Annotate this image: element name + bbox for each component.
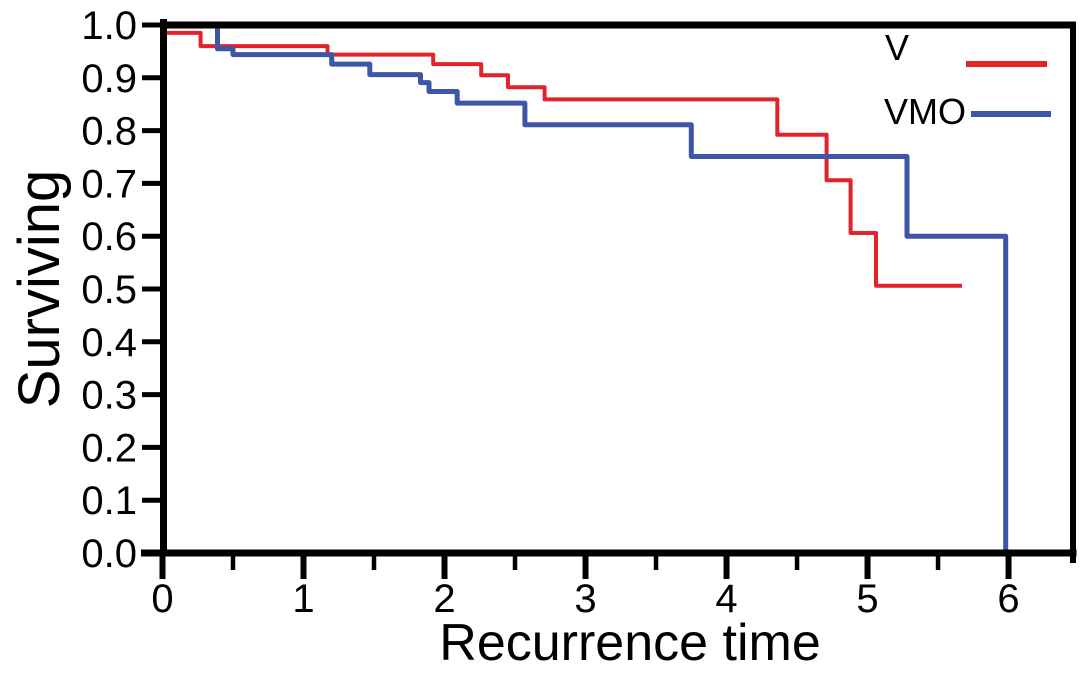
y-tick-label: 0.1 (81, 479, 137, 523)
x-axis-title: Recurrence time (439, 614, 821, 672)
y-tick-label: 1.0 (81, 4, 137, 48)
x-tick-label: 3 (574, 577, 596, 621)
x-tick-label: 2 (433, 577, 455, 621)
legend-line-vmo-icon (971, 111, 1051, 117)
y-axis-title: Surviving (7, 169, 72, 409)
y-tick-label: 0.9 (81, 57, 137, 101)
y-tick-label: 0.4 (81, 321, 137, 365)
legend-line-v-icon (966, 61, 1047, 67)
legend-label-vmo: VMO (884, 91, 967, 132)
y-tick-label: 0.8 (81, 110, 137, 154)
series-path-vmo (162, 22, 1009, 553)
y-tick-label: 0.7 (81, 162, 137, 206)
x-tick-label: 6 (997, 577, 1019, 621)
x-tick-label: 1 (292, 577, 314, 621)
y-tick-label: 0.6 (81, 215, 137, 259)
series-path-v (162, 30, 962, 288)
y-tick-label: 0.5 (81, 268, 137, 312)
legend-label-v: V (885, 27, 910, 68)
y-tick-label: 0.2 (81, 426, 137, 470)
x-tick-label: 5 (856, 577, 878, 621)
x-tick-label: 4 (715, 577, 737, 621)
y-tick-label: 0.0 (81, 532, 137, 576)
x-tick-label: 0 (151, 577, 173, 621)
y-tick-label: 0.3 (81, 374, 137, 418)
